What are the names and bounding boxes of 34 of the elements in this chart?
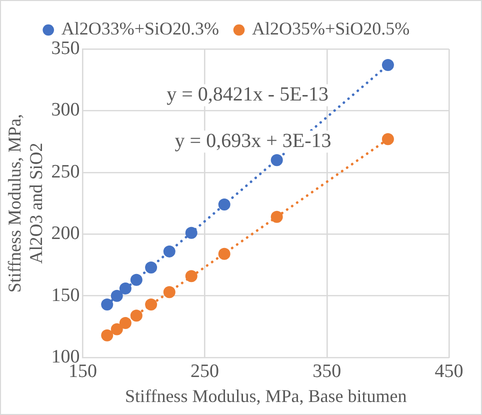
x-tick-label: 450 bbox=[434, 360, 464, 382]
point bbox=[163, 286, 176, 298]
y-tick-label: 200 bbox=[51, 223, 80, 244]
point bbox=[119, 282, 132, 294]
y-axis-title: Stiffness Modulus, MPa, Al2O3 and SiO2 bbox=[4, 114, 46, 293]
point bbox=[382, 59, 394, 72]
legend-label: Al2O35%+SiO20.5% bbox=[252, 18, 410, 39]
point bbox=[101, 298, 114, 311]
y-tick-label: 250 bbox=[51, 161, 80, 182]
point bbox=[185, 226, 198, 239]
point bbox=[101, 329, 114, 342]
point bbox=[163, 245, 176, 258]
y-tick-label: 350 bbox=[51, 38, 80, 59]
x-axis-title: Stiffness Modulus, MPa, Base bitumen bbox=[125, 386, 407, 406]
y-tick-label: 300 bbox=[51, 100, 80, 121]
x-tick-label: 350 bbox=[312, 360, 342, 382]
point bbox=[145, 298, 158, 311]
legend-label: Al2O33%+SiO20.3% bbox=[61, 18, 220, 39]
annotation: y = 0,8421x - 5E-13 bbox=[166, 84, 328, 106]
point bbox=[130, 310, 142, 322]
point bbox=[110, 290, 123, 302]
point bbox=[270, 210, 283, 223]
point bbox=[119, 317, 132, 330]
point bbox=[218, 198, 230, 211]
point bbox=[110, 323, 123, 336]
point bbox=[130, 274, 142, 286]
point bbox=[382, 133, 394, 146]
x-tick-label: 250 bbox=[190, 360, 220, 382]
y-tick-label: 150 bbox=[51, 284, 80, 306]
point bbox=[145, 261, 158, 274]
point bbox=[218, 248, 230, 260]
point bbox=[185, 270, 198, 282]
point bbox=[270, 154, 283, 166]
annotation: y = 0,693x + 3E-13 bbox=[174, 130, 332, 152]
